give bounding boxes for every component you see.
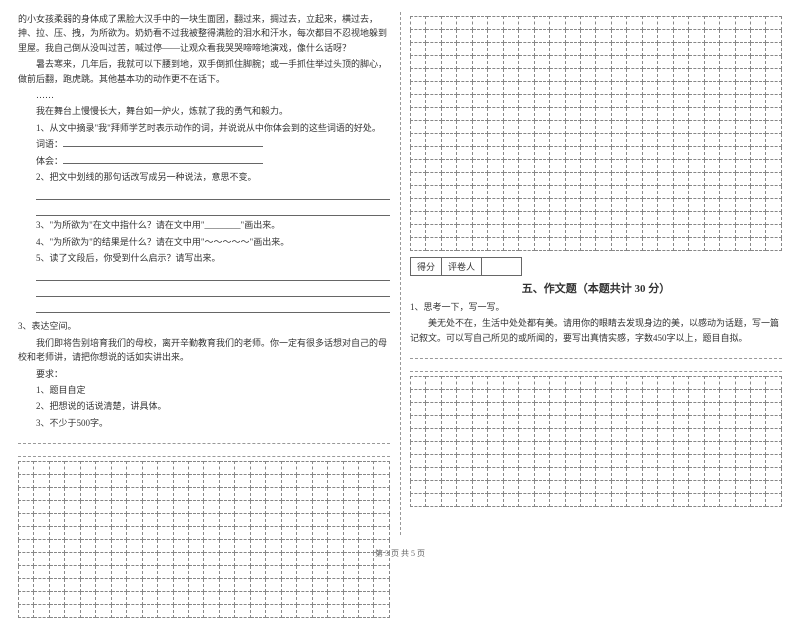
task3-req: 1、题目自定 [18, 383, 390, 397]
task3-heading: 3、表达空间。 [18, 319, 390, 333]
section-title-essay: 五、作文题（本题共计 30 分） [410, 280, 782, 296]
question-1: 1、从文中摘录"我"拜师学艺时表示动作的词，并说说从中你体会到的这些词语的好处。 [18, 121, 390, 135]
writing-grid-right-top[interactable] [410, 16, 782, 251]
dotted-answer-line[interactable] [18, 432, 390, 444]
page-footer: 第 3 页 共 5 页 [0, 548, 800, 559]
label-feel: 体会： [36, 156, 63, 166]
answer-line[interactable] [36, 186, 390, 200]
answer-line[interactable] [36, 299, 390, 313]
dotted-answer-line[interactable] [18, 445, 390, 457]
question-2: 2、把文中划线的那句话改写成另一种说法，意思不变。 [18, 170, 390, 184]
answer-line[interactable] [36, 202, 390, 216]
passage-line: 的小女孩柔弱的身体成了黑脸大汉手中的一块生面团，翻过来，㨄过去，立起来，横过去，… [18, 12, 390, 55]
task3-req-label: 要求： [18, 367, 390, 381]
answer-line[interactable] [36, 267, 390, 281]
q1-words-label: 词语： [18, 137, 390, 151]
task3-req: 3、不少于500字。 [18, 416, 390, 430]
answer-line[interactable] [36, 283, 390, 297]
answer-blank[interactable] [63, 154, 263, 164]
question-5: 5、读了文段后，你受到什么启示？请写出来。 [18, 251, 390, 265]
passage-line: 暑去寒来，几年后，我就可以下腰到地，双手倒抓住脚腕；或一手抓住举过头顶的脚心，做… [18, 57, 390, 86]
essay-prompt: 美无处不在，生活中处处都有美。请用你的眼睛去发现身边的美，以感动为话题，写一篇记… [410, 316, 782, 345]
grader-label: 评卷人 [442, 257, 482, 276]
question-4: 4、"为所欲为"的结果是什么？请在文中用"～～～～～"画出来。 [18, 235, 390, 249]
answer-blank[interactable] [63, 137, 263, 147]
writing-grid-right-bottom[interactable] [410, 376, 782, 507]
dotted-answer-line[interactable] [410, 360, 782, 372]
writing-grid-left[interactable] [18, 461, 390, 618]
score-box: 得分 评卷人 [410, 257, 782, 276]
question-3: 3、"为所欲为"在文中指什么？请在文中用"________"画出来。 [18, 218, 390, 232]
task3-req: 2、把想说的话说清楚，讲具体。 [18, 399, 390, 413]
q1-feel-label: 体会： [18, 154, 390, 168]
dotted-answer-line[interactable] [410, 347, 782, 359]
task3-intro: 我们即将告别培育我们的母校，离开辛勤教育我们的老师。你一定有很多话想对自己的母校… [18, 336, 390, 365]
passage-line: 我在舞台上慢慢长大，舞台如一炉火，炼就了我的勇气和毅力。 [18, 104, 390, 118]
essay-heading: 1、思考一下，写一写。 [410, 300, 782, 314]
passage-ellipsis: …… [18, 88, 390, 102]
label-words: 词语： [36, 139, 63, 149]
score-label: 得分 [410, 257, 442, 276]
score-blank[interactable] [482, 257, 522, 276]
